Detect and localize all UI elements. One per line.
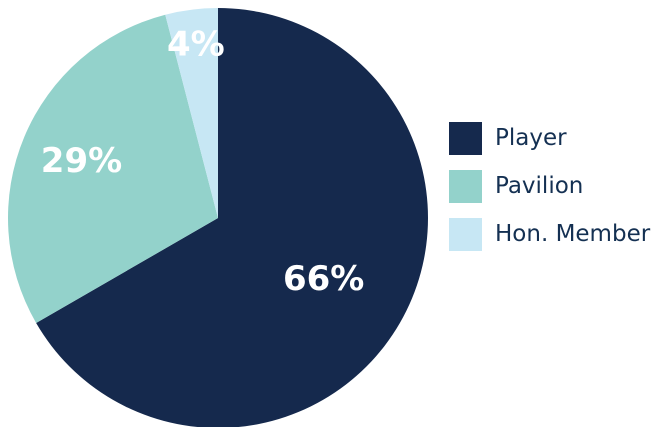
legend: Player Pavilion Hon. Member <box>449 114 650 258</box>
legend-item-pavilion: Pavilion <box>449 162 650 210</box>
slice-label-hon-member: 4% <box>167 24 225 64</box>
legend-swatch-pavilion <box>449 169 482 203</box>
legend-item-player: Player <box>449 114 650 162</box>
legend-swatch-hon-member <box>449 217 482 251</box>
pie-value-labels: 66% 29% 4% <box>41 24 365 299</box>
legend-swatch-player <box>449 121 482 155</box>
slice-label-pavilion: 29% <box>41 141 122 181</box>
legend-label-hon-member: Hon. Member <box>495 221 651 247</box>
legend-label-pavilion: Pavilion <box>495 173 584 199</box>
pie-slices <box>7 8 428 427</box>
legend-label-player: Player <box>495 125 567 151</box>
pie-slice-hon-member <box>165 8 218 218</box>
pie-slice-pavilion <box>7 14 219 323</box>
slice-label-player: 66% <box>283 259 364 299</box>
pie-slice-player <box>36 8 428 427</box>
legend-item-hon-member: Hon. Member <box>449 210 650 258</box>
